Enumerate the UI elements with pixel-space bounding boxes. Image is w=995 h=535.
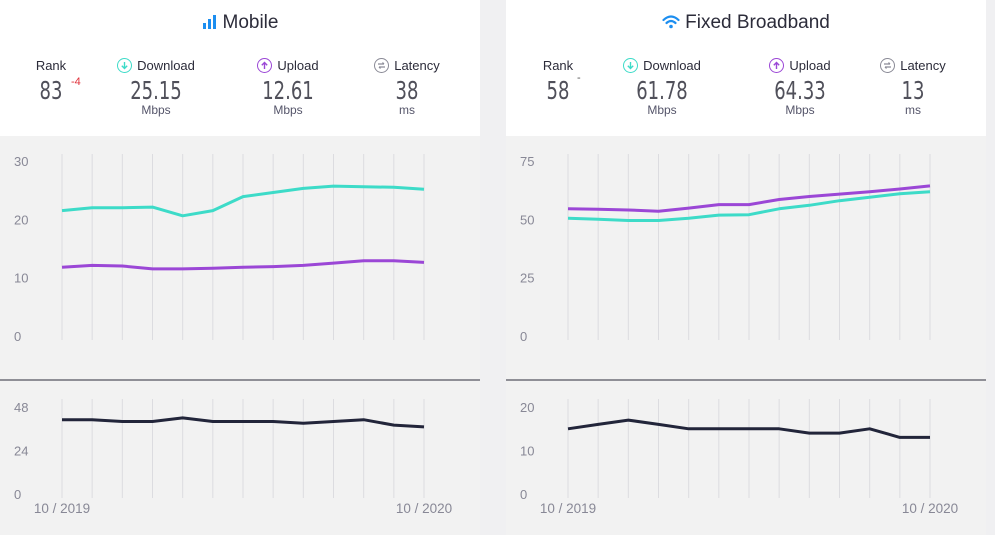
- mobile-chart: 30 20 10 0 48 24 0 10 / 2019 10 / 2020: [0, 154, 480, 516]
- rank-metric: Rank 83: [28, 58, 74, 105]
- latency-unit: ms: [399, 103, 415, 117]
- download-label: Download: [643, 58, 701, 73]
- y-tick-label: 50: [520, 212, 534, 227]
- mobile-header: Mobile Rank 83 -4 Download 25.15 Mbps Up…: [0, 0, 480, 136]
- latency-icon: [880, 58, 896, 73]
- rank-change: -4: [71, 76, 81, 88]
- upload-value: 12.61: [262, 76, 314, 105]
- rank-label: Rank: [542, 58, 574, 73]
- upload-series-line: [567, 184, 931, 213]
- y-tick-label: 30: [14, 154, 28, 169]
- rank-change: -: [577, 72, 581, 84]
- latency-series-line: [62, 416, 425, 429]
- y-tick-label: 10: [14, 271, 28, 286]
- upload-arrow-icon: [257, 58, 273, 73]
- signal-bars-icon: [202, 12, 223, 33]
- mobile-title: Mobile: [0, 12, 480, 34]
- y-tick-label: 20: [14, 212, 28, 227]
- download-value: 25.15: [130, 76, 182, 105]
- fixed-chart: 75 50 25 0 20 10 0 10 / 2019 10 / 2020: [506, 154, 986, 516]
- upload-unit: Mbps: [273, 103, 303, 117]
- upload-series-line: [61, 259, 425, 271]
- latency-series-line: [567, 418, 930, 439]
- download-label: Download: [137, 58, 195, 73]
- y-tick-label: 48: [14, 400, 28, 415]
- download-unit: Mbps: [141, 103, 171, 117]
- download-metric: Download 25.15 Mbps: [108, 58, 204, 117]
- download-series-line: [567, 190, 931, 222]
- y-tick-label: 0: [14, 487, 21, 502]
- download-arrow-icon: [623, 58, 639, 73]
- rank-label: Rank: [35, 58, 67, 73]
- x-tick-label: 10 / 2019: [540, 501, 596, 516]
- upload-value: 64.33: [774, 76, 826, 105]
- y-tick-label: 0: [14, 329, 21, 344]
- latency-metric: Latency 13 ms: [868, 58, 958, 117]
- download-series-line: [61, 184, 425, 218]
- rank-metric: Rank 58: [535, 58, 581, 105]
- latency-unit: ms: [905, 103, 921, 117]
- mobile-title-text: Mobile: [222, 12, 279, 33]
- download-metric: Download 61.78 Mbps: [614, 58, 710, 117]
- download-unit: Mbps: [647, 103, 677, 117]
- fixed-title-text: Fixed Broadband: [685, 12, 830, 33]
- y-tick-label: 0: [520, 329, 527, 344]
- fixed-title: Fixed Broadband: [506, 12, 986, 34]
- x-tick-label: 10 / 2019: [34, 501, 90, 516]
- rank-value: 58: [546, 76, 570, 105]
- wifi-icon: [662, 12, 685, 33]
- y-tick-label: 20: [520, 400, 534, 415]
- fixed-header: Fixed Broadband Rank 58 - Download 61.78…: [506, 0, 986, 136]
- upload-arrow-icon: [769, 58, 785, 73]
- y-tick-label: 75: [520, 154, 534, 169]
- latency-icon: [374, 58, 390, 73]
- x-tick-label: 10 / 2020: [396, 501, 452, 516]
- upload-label: Upload: [277, 58, 319, 73]
- y-tick-label: 24: [14, 444, 28, 459]
- latency-metric: Latency 38 ms: [362, 58, 452, 117]
- y-tick-label: 25: [520, 271, 534, 286]
- y-tick-label: 10: [520, 444, 534, 459]
- latency-value: 13: [901, 76, 925, 105]
- y-tick-label: 0: [520, 487, 527, 502]
- x-tick-label: 10 / 2020: [902, 501, 958, 516]
- latency-label: Latency: [900, 58, 946, 73]
- upload-unit: Mbps: [785, 103, 815, 117]
- upload-metric: Upload 12.61 Mbps: [240, 58, 336, 117]
- mobile-panel: Mobile Rank 83 -4 Download 25.15 Mbps Up…: [0, 0, 480, 535]
- latency-label: Latency: [394, 58, 440, 73]
- upload-label: Upload: [789, 58, 831, 73]
- upload-metric: Upload 64.33 Mbps: [752, 58, 848, 117]
- download-value: 61.78: [636, 76, 688, 105]
- download-arrow-icon: [117, 58, 133, 73]
- fixed-panel: Fixed Broadband Rank 58 - Download 61.78…: [506, 0, 986, 535]
- latency-value: 38: [395, 76, 419, 105]
- rank-value: 83: [39, 76, 63, 105]
